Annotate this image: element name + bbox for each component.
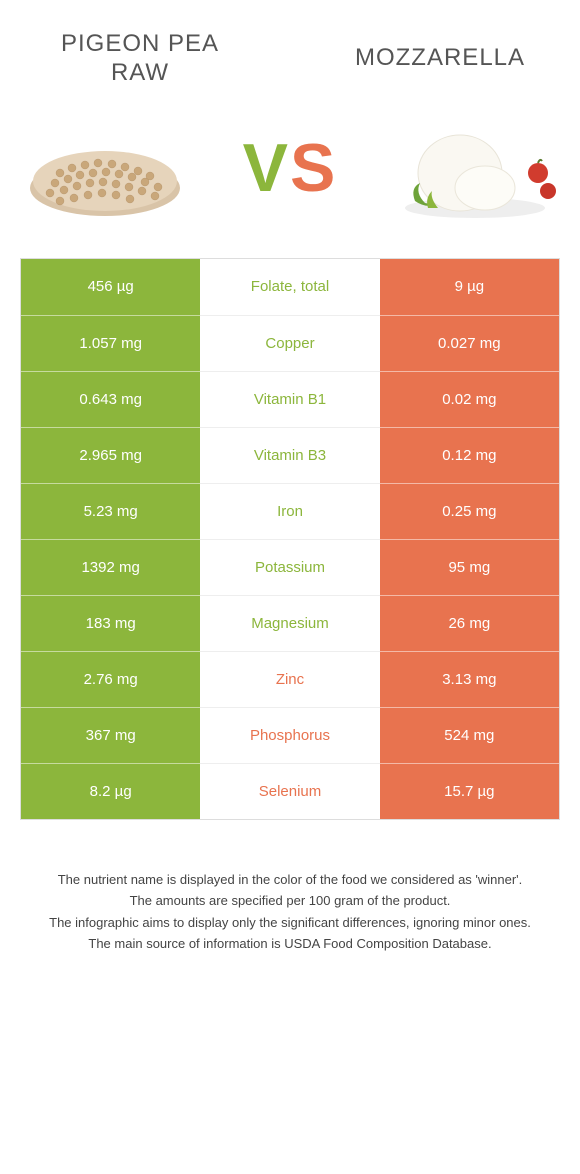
table-row: 0.643 mgVitamin B10.02 mg	[21, 371, 559, 427]
table-row: 2.76 mgZinc3.13 mg	[21, 651, 559, 707]
food-title-left-line2: raw	[111, 59, 169, 86]
table-row: 8.2 µgSelenium15.7 µg	[21, 763, 559, 819]
value-right: 9 µg	[380, 259, 559, 315]
value-right: 3.13 mg	[380, 651, 559, 707]
value-left: 0.643 mg	[21, 371, 200, 427]
mozzarella-icon	[390, 113, 560, 223]
value-right: 0.027 mg	[380, 315, 559, 371]
table-row: 2.965 mgVitamin B30.12 mg	[21, 427, 559, 483]
value-left: 1392 mg	[21, 539, 200, 595]
nutrient-name: Magnesium	[200, 595, 379, 651]
value-right: 0.12 mg	[380, 427, 559, 483]
table-row: 456 µgFolate, total9 µg	[21, 259, 559, 315]
table-row: 1392 mgPotassium95 mg	[21, 539, 559, 595]
footnote-line: The amounts are specified per 100 gram o…	[40, 891, 540, 911]
table-row: 183 mgMagnesium26 mg	[21, 595, 559, 651]
nutrient-name: Vitamin B1	[200, 371, 379, 427]
table-row: 5.23 mgIron0.25 mg	[21, 483, 559, 539]
pigeon-pea-icon	[20, 113, 190, 223]
food-image-left	[20, 108, 190, 228]
food-title-left: Pigeon pea raw	[40, 30, 240, 88]
footnotes: The nutrient name is displayed in the co…	[0, 820, 580, 954]
value-right: 26 mg	[380, 595, 559, 651]
value-left: 2.965 mg	[21, 427, 200, 483]
vs-v: V	[243, 130, 290, 206]
food-title-left-line1: Pigeon pea	[61, 30, 219, 57]
value-left: 5.23 mg	[21, 483, 200, 539]
nutrient-name: Copper	[200, 315, 379, 371]
nutrient-table: 456 µgFolate, total9 µg1.057 mgCopper0.0…	[20, 258, 560, 820]
value-right: 95 mg	[380, 539, 559, 595]
nutrient-name: Iron	[200, 483, 379, 539]
nutrient-name: Phosphorus	[200, 707, 379, 763]
table-row: 367 mgPhosphorus524 mg	[21, 707, 559, 763]
value-left: 183 mg	[21, 595, 200, 651]
value-left: 1.057 mg	[21, 315, 200, 371]
food-title-right: Mozzarella	[340, 44, 540, 73]
nutrient-name: Zinc	[200, 651, 379, 707]
vs-label: VS	[243, 129, 338, 207]
value-left: 456 µg	[21, 259, 200, 315]
value-left: 367 mg	[21, 707, 200, 763]
nutrient-name: Folate, total	[200, 259, 379, 315]
footnote-line: The nutrient name is displayed in the co…	[40, 870, 540, 890]
value-right: 15.7 µg	[380, 763, 559, 819]
table-row: 1.057 mgCopper0.027 mg	[21, 315, 559, 371]
nutrient-name: Selenium	[200, 763, 379, 819]
footnote-line: The main source of information is USDA F…	[40, 934, 540, 954]
hero-row: VS	[0, 98, 580, 258]
value-left: 8.2 µg	[21, 763, 200, 819]
header: Pigeon pea raw Mozzarella	[0, 0, 580, 98]
nutrient-name: Vitamin B3	[200, 427, 379, 483]
value-left: 2.76 mg	[21, 651, 200, 707]
value-right: 524 mg	[380, 707, 559, 763]
value-right: 0.02 mg	[380, 371, 559, 427]
nutrient-name: Potassium	[200, 539, 379, 595]
food-image-right	[390, 108, 560, 228]
footnote-line: The infographic aims to display only the…	[40, 913, 540, 933]
value-right: 0.25 mg	[380, 483, 559, 539]
vs-s: S	[290, 130, 337, 206]
